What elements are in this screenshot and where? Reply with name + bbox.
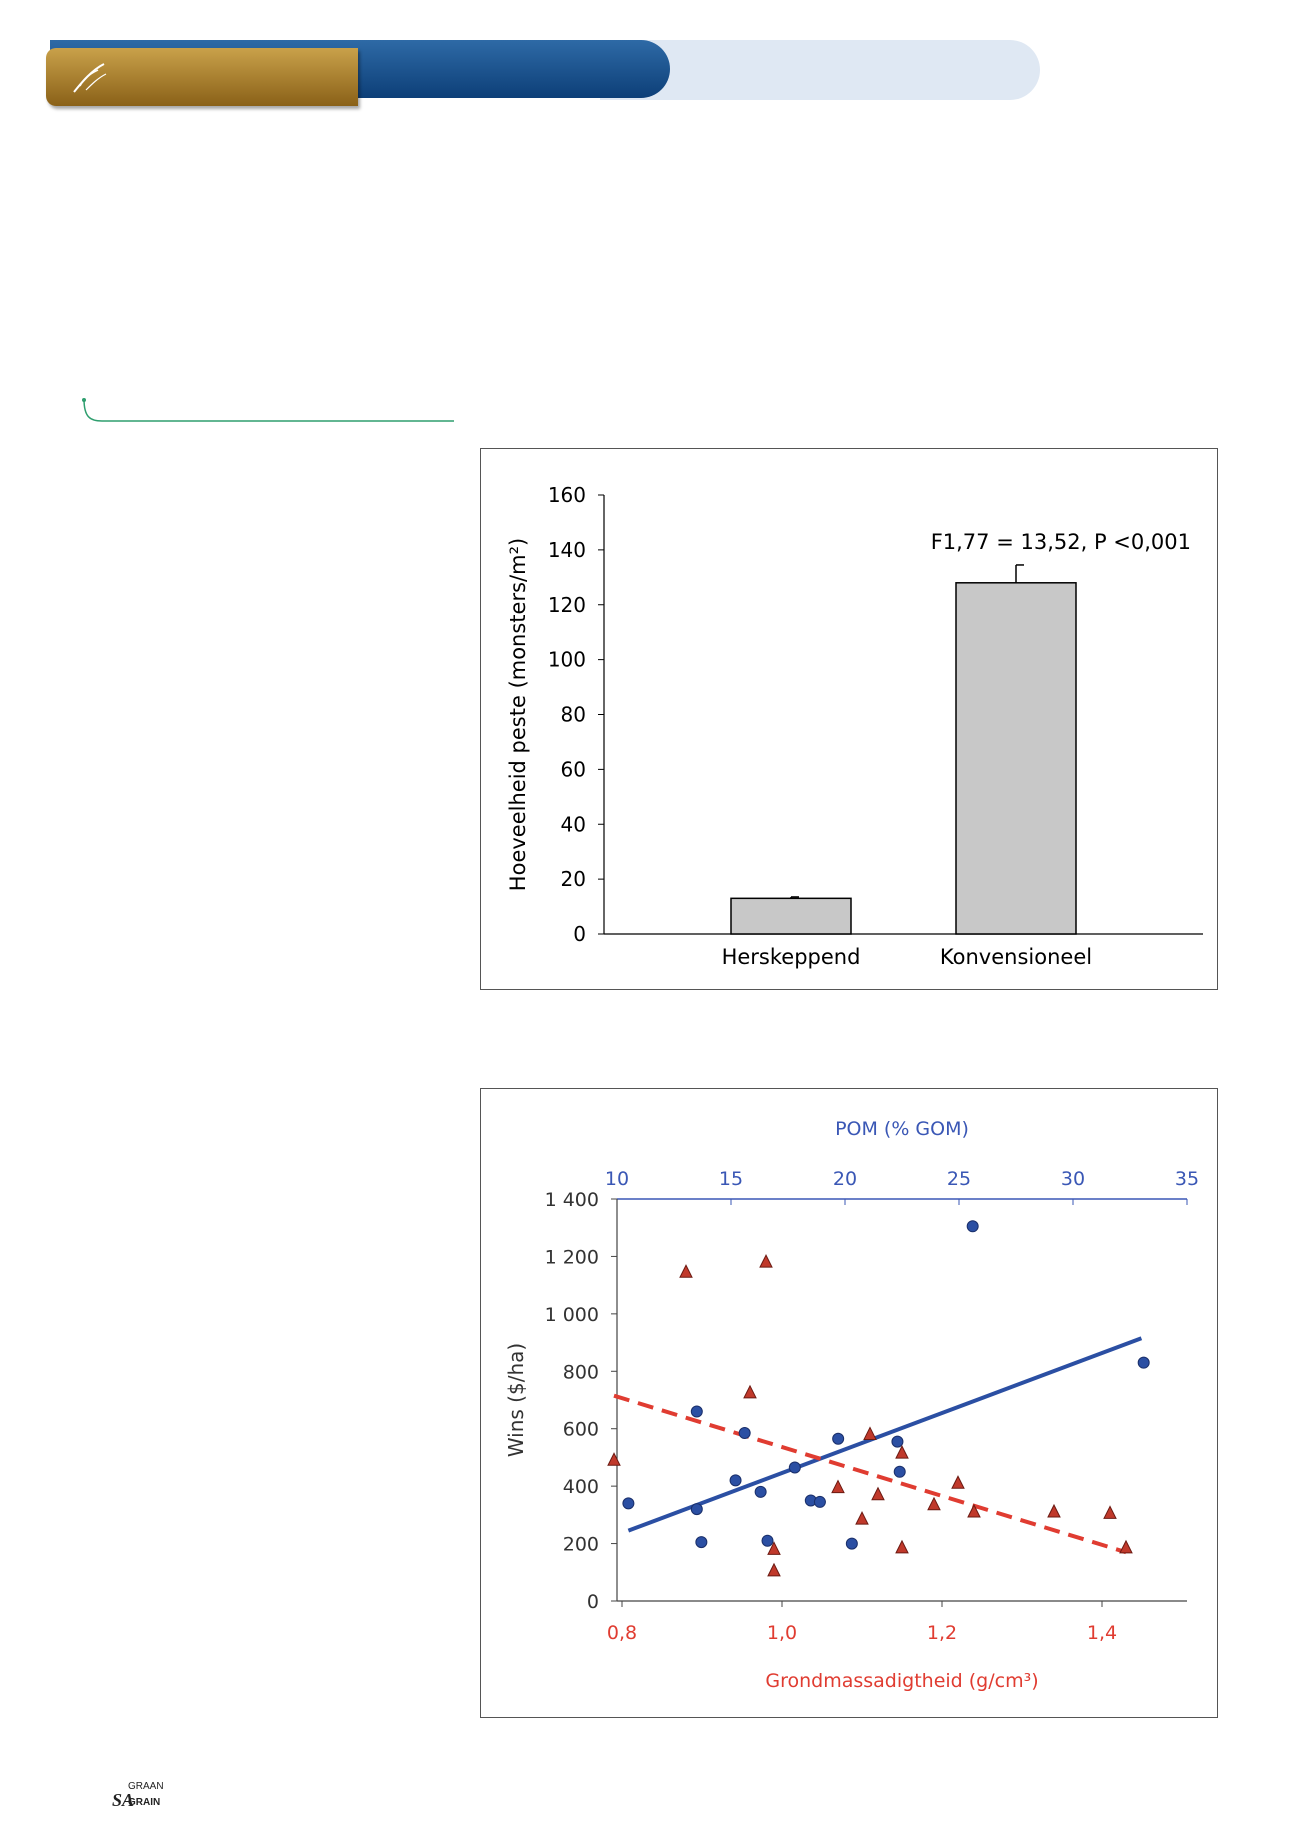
top-tick-label: 25 (947, 1168, 971, 1190)
pull-quote-rule (82, 398, 454, 422)
scatter-chart: 10 15 20 25 30 35 POM (% GOM) 0 200 400 600 800 1 00… (504, 1118, 1199, 1692)
data-point-density (927, 1496, 941, 1511)
y-axis-label: Wins ($/ha) (504, 1343, 528, 1457)
data-point-density (743, 1384, 757, 1399)
data-point-density (767, 1562, 781, 1577)
y-tick-label: 1 400 (545, 1189, 599, 1211)
bottom-tick-label: 1,0 (767, 1622, 797, 1644)
data-point-pom (729, 1474, 742, 1487)
data-point-density (895, 1539, 909, 1554)
bar-chart: 0 20 40 60 80 100 120 140 160 Herskeppend Konvensi… (506, 483, 1203, 969)
data-point-density (871, 1486, 885, 1501)
y-tick-label: 0 (587, 1591, 599, 1613)
top-tick-label: 20 (833, 1168, 857, 1190)
y-axis-label: Hoeveelheid peste (monsters/m²) (506, 538, 530, 891)
bar-konvensioneel (955, 582, 1077, 935)
data-point-pom (695, 1536, 708, 1549)
y-tick-label: 120 (548, 593, 586, 617)
y-tick-label: 1 200 (545, 1246, 599, 1268)
trendline-pom (627, 1336, 1143, 1533)
data-point-density (967, 1503, 981, 1518)
bottom-axis-label: Grondmassadigtheid (g/cm³) (765, 1670, 1038, 1692)
data-point-pom (813, 1495, 826, 1508)
data-point-pom (788, 1461, 801, 1474)
top-tick-label: 30 (1061, 1168, 1085, 1190)
top-tick-label: 10 (605, 1168, 629, 1190)
y-tick-label: 1 000 (545, 1304, 599, 1326)
data-point-pom (891, 1435, 904, 1448)
bar-herskeppend (730, 897, 852, 935)
y-tick-label: 400 (563, 1476, 599, 1498)
data-point-pom (845, 1537, 858, 1550)
y-tick-label: 40 (561, 812, 586, 836)
trendline-density (613, 1393, 1127, 1555)
bottom-tick-label: 1,4 (1087, 1622, 1117, 1644)
data-point-density (1047, 1503, 1061, 1518)
data-point-density (855, 1511, 869, 1525)
figure-bar-chart: 0 20 40 60 80 100 120 140 160 Herskeppend Konvensi… (480, 448, 1218, 990)
y-tick-label: 60 (561, 757, 586, 781)
y-tick-label: 140 (548, 538, 586, 562)
y-tick-label: 200 (563, 1534, 599, 1556)
y-tick-label: 600 (563, 1419, 599, 1441)
y-tick-label: 100 (548, 648, 586, 672)
sa-graan-logo: GRAAN SA GRAIN (112, 1781, 164, 1810)
header-banner-gold (46, 48, 358, 106)
x-category-label: Konvensioneel (940, 945, 1092, 969)
data-point-density (679, 1264, 693, 1278)
y-tick-label: 0 (573, 922, 586, 946)
bottom-tick-label: 0,8 (607, 1622, 637, 1644)
top-tick-label: 35 (1175, 1168, 1199, 1190)
data-point-pom (690, 1405, 703, 1418)
grain-leaf-icon (73, 63, 107, 93)
data-point-pom (754, 1485, 767, 1498)
data-point-pom (1137, 1356, 1150, 1369)
bottom-tick-label: 1,2 (927, 1622, 957, 1644)
data-point-pom (690, 1503, 703, 1516)
chart-annotation: F1,77 = 13,52, P <0,001 (931, 530, 1191, 554)
figure-scatter-chart: 10 15 20 25 30 35 POM (% GOM) 0 200 400 600 800 1 00… (480, 1088, 1218, 1718)
top-tick-label: 15 (719, 1168, 743, 1190)
data-point-pom (966, 1220, 979, 1233)
data-point-pom (761, 1534, 774, 1547)
data-point-density (831, 1479, 845, 1494)
data-point-density (759, 1254, 773, 1268)
x-category-label: Herskeppend (722, 945, 861, 969)
y-tick-label: 20 (561, 867, 586, 891)
data-point-pom (893, 1465, 906, 1478)
y-tick-label: 160 (548, 483, 586, 507)
data-point-density (863, 1426, 877, 1440)
header-banner-light (600, 40, 1040, 100)
top-axis-label: POM (% GOM) (835, 1118, 969, 1140)
data-point-density (951, 1475, 965, 1489)
y-tick-label: 800 (563, 1361, 599, 1383)
data-point-pom (622, 1497, 635, 1510)
data-point-pom (738, 1427, 751, 1440)
data-point-pom (832, 1432, 845, 1445)
data-point-density (895, 1445, 909, 1459)
data-point-density (607, 1452, 621, 1466)
data-point-density (1119, 1539, 1133, 1554)
data-point-density (767, 1541, 781, 1555)
y-tick-label: 80 (561, 703, 586, 727)
data-point-density (1103, 1505, 1117, 1519)
